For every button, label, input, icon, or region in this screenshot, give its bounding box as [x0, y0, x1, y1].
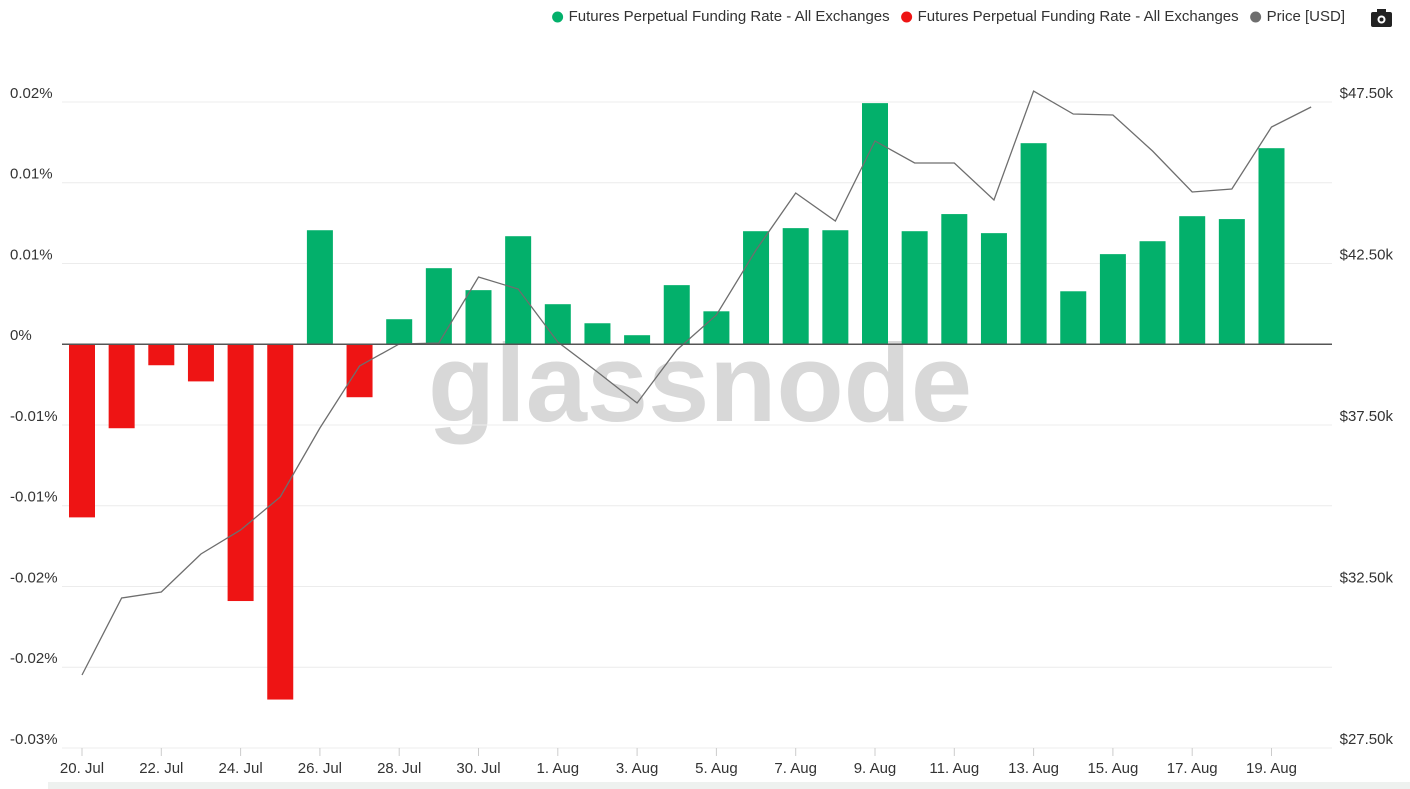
bar [862, 103, 888, 345]
x-tick-label: 20. Jul [60, 760, 104, 777]
bar [782, 228, 809, 345]
bar [465, 290, 492, 345]
bar [1099, 254, 1126, 345]
bar [743, 231, 770, 345]
y2-tick-label: $32.50k [1340, 569, 1394, 586]
bar [624, 335, 651, 345]
bar [1060, 291, 1087, 345]
x-tick-label: 7. Aug [774, 760, 817, 777]
x-tick-label: 11. Aug [929, 760, 979, 777]
bar [1020, 143, 1047, 345]
bar [544, 304, 571, 345]
y-tick-label: -0.03% [10, 731, 58, 748]
y2-tick-label: $27.50k [1340, 731, 1394, 748]
bar [822, 230, 849, 345]
price-line [81, 90, 1312, 676]
bar [1179, 216, 1206, 345]
bar [227, 344, 254, 602]
y-tick-label: 0.02% [10, 85, 53, 102]
bar [148, 344, 175, 366]
bar [187, 344, 214, 382]
y2-tick-label: $37.50k [1340, 408, 1394, 425]
y2-tick-label: $47.50k [1340, 85, 1394, 102]
x-tick-label: 19. Aug [1246, 760, 1297, 777]
x-tick-label: 1. Aug [537, 760, 580, 777]
x-tick-label: 3. Aug [616, 760, 659, 777]
legend-label: Futures Perpetual Funding Rate - All Exc… [569, 8, 890, 25]
bar [663, 285, 690, 345]
bar [425, 268, 452, 345]
bar [108, 344, 135, 429]
y-tick-label: 0% [10, 327, 32, 344]
bar [1139, 241, 1166, 345]
bar [306, 230, 333, 345]
x-tick-label: 22. Jul [139, 760, 183, 777]
bar [703, 311, 730, 345]
legend-marker [901, 11, 913, 23]
bar [69, 344, 95, 518]
bar [1258, 148, 1285, 345]
x-tick-label: 26. Jul [298, 760, 342, 777]
x-tick-label: 30. Jul [456, 760, 500, 777]
camera-top [1377, 9, 1386, 13]
bar [386, 319, 413, 345]
legend-marker [552, 11, 564, 23]
x-tick-label: 5. Aug [695, 760, 738, 777]
x-tick-label: 24. Jul [218, 760, 262, 777]
y-tick-label: -0.01% [10, 489, 58, 506]
y-tick-label: -0.02% [10, 569, 58, 586]
bar [346, 344, 373, 398]
bar [980, 233, 1007, 345]
legend: Price [USD] Futures Perpetual Funding Rat… [552, 8, 1345, 25]
bar [584, 323, 611, 345]
x-tick-label: 15. Aug [1087, 760, 1138, 777]
y-tick-label: 0.01% [10, 166, 53, 183]
bar [901, 231, 928, 345]
y-tick-label: 0.01% [10, 246, 53, 263]
bar [1218, 219, 1245, 345]
x-tick-label: 28. Jul [377, 760, 421, 777]
y-tick-label: -0.02% [10, 650, 58, 667]
legend-label: Price [USD] [1267, 8, 1345, 25]
bar [267, 344, 294, 700]
y-tick-label: -0.01% [10, 408, 58, 425]
y2-tick-label: $42.50k [1340, 246, 1394, 263]
navigator-strip [48, 782, 1410, 789]
legend-marker [1250, 11, 1262, 23]
camera-icon[interactable] [1371, 9, 1392, 27]
x-tick-label: 17. Aug [1167, 760, 1218, 777]
camera-lens-inner [1379, 17, 1384, 22]
legend-label: Futures Perpetual Funding Rate - All Exc… [918, 8, 1239, 25]
bar [505, 236, 532, 345]
x-tick-label: 9. Aug [854, 760, 897, 777]
x-tick-label: 13. Aug [1008, 760, 1059, 777]
bar [941, 214, 968, 345]
